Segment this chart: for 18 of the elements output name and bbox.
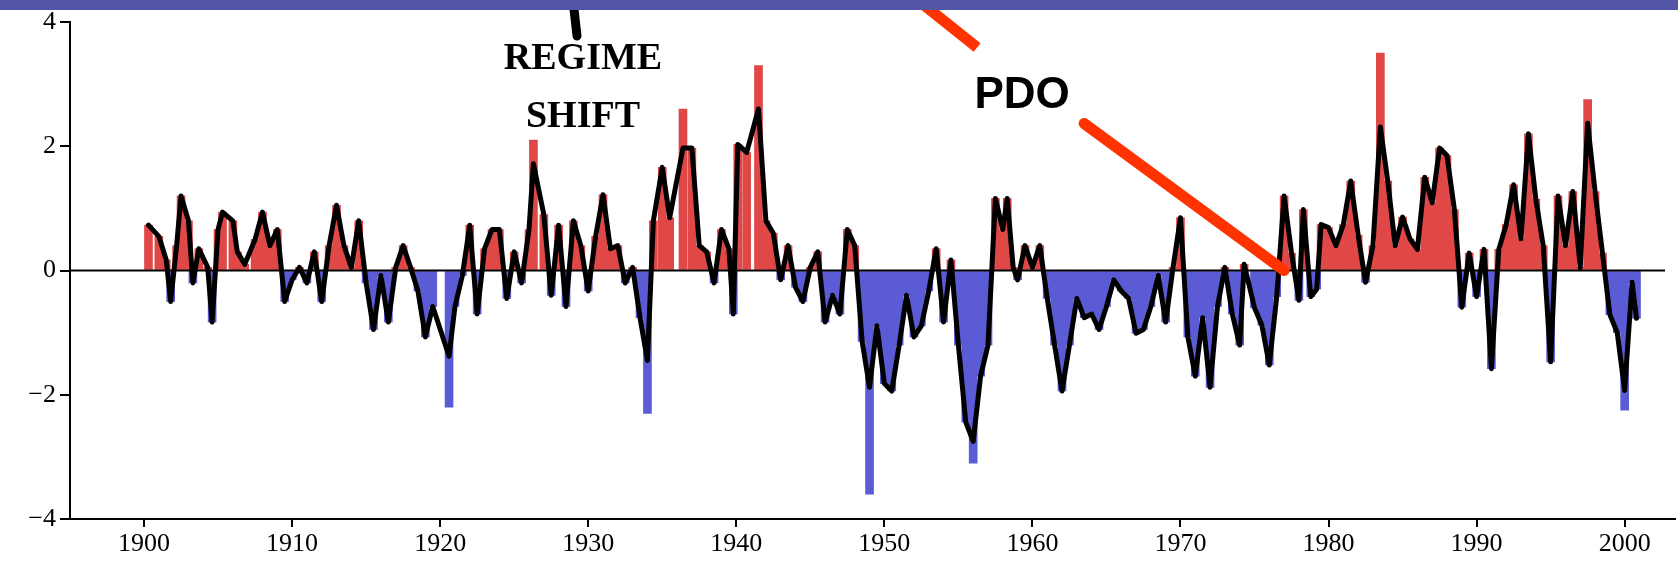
x-tick-label: 1900 [118, 528, 171, 558]
x-tick-label: 1920 [414, 528, 467, 558]
annotation: PDO [974, 67, 1070, 117]
y-tick-label: 0 [43, 254, 56, 284]
annotation: REGIME SHIFT [503, 34, 663, 135]
x-tick-label: 1960 [1006, 528, 1059, 558]
x-tick-label: 1950 [858, 528, 911, 558]
y-tick-label: 4 [43, 5, 56, 35]
y-tick-label: −4 [28, 502, 56, 532]
x-tick-label: 1980 [1302, 528, 1355, 558]
y-tick-label: −2 [28, 378, 56, 408]
x-tick-label: 1990 [1450, 528, 1503, 558]
x-tick-label: 1940 [710, 528, 763, 558]
x-tick-label: 1930 [562, 528, 615, 558]
x-tick-label: 1970 [1154, 528, 1207, 558]
y-tick-label: 2 [43, 130, 56, 160]
x-tick-label: 1910 [266, 528, 319, 558]
x-tick-label: 2000 [1598, 528, 1651, 558]
